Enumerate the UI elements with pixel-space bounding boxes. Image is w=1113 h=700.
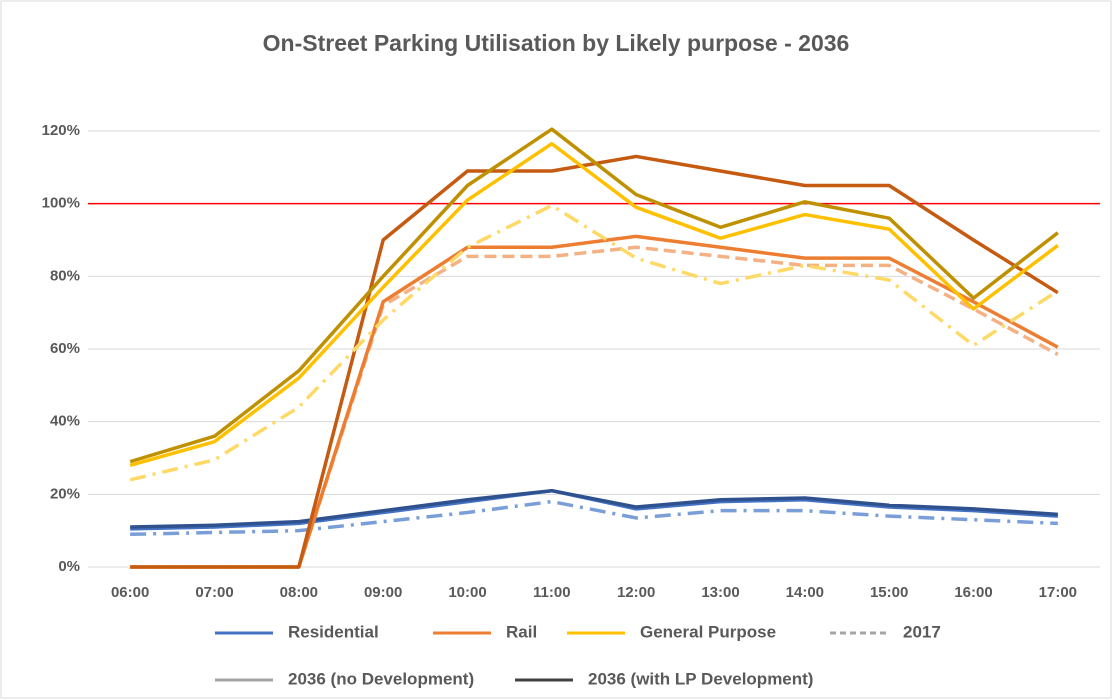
legend-label: 2036 (with LP Development) [588, 669, 813, 688]
series-line [129, 203, 1059, 482]
legend-label: General Purpose [640, 622, 776, 641]
x-tick-label: 09:00 [364, 584, 402, 601]
x-tick-label: 07:00 [195, 584, 233, 601]
x-tick-label: 17:00 [1039, 584, 1077, 601]
series-line [129, 127, 1059, 464]
x-tick-label: 11:00 [533, 584, 571, 601]
y-tick-label: 0% [58, 558, 80, 575]
x-tick-label: 14:00 [786, 584, 824, 601]
y-tick-label: 120% [42, 122, 80, 139]
legend-label: 2017 [903, 622, 941, 641]
y-tick-label: 40% [50, 413, 80, 430]
x-tick-label: 12:00 [617, 584, 655, 601]
x-tick-label: 16:00 [954, 584, 992, 601]
y-tick-label: 100% [42, 195, 80, 212]
legend-label: 2036 (no Development) [288, 669, 474, 688]
series-line [130, 499, 1058, 537]
series-line [130, 488, 1058, 529]
x-tick-label: 06:00 [111, 584, 149, 601]
legend-label: Rail [506, 622, 537, 641]
chart-title: On-Street Parking Utilisation by Likely … [263, 30, 850, 56]
x-tick-label: 10:00 [448, 584, 486, 601]
x-tick-label: 13:00 [701, 584, 739, 601]
x-tick-label: 15:00 [870, 584, 908, 601]
legend-label: Residential [288, 622, 379, 641]
y-tick-label: 60% [50, 340, 80, 357]
x-tick-label: 08:00 [280, 584, 318, 601]
y-tick-label: 20% [50, 485, 80, 502]
series-line [129, 141, 1059, 467]
y-tick-label: 80% [50, 267, 80, 284]
